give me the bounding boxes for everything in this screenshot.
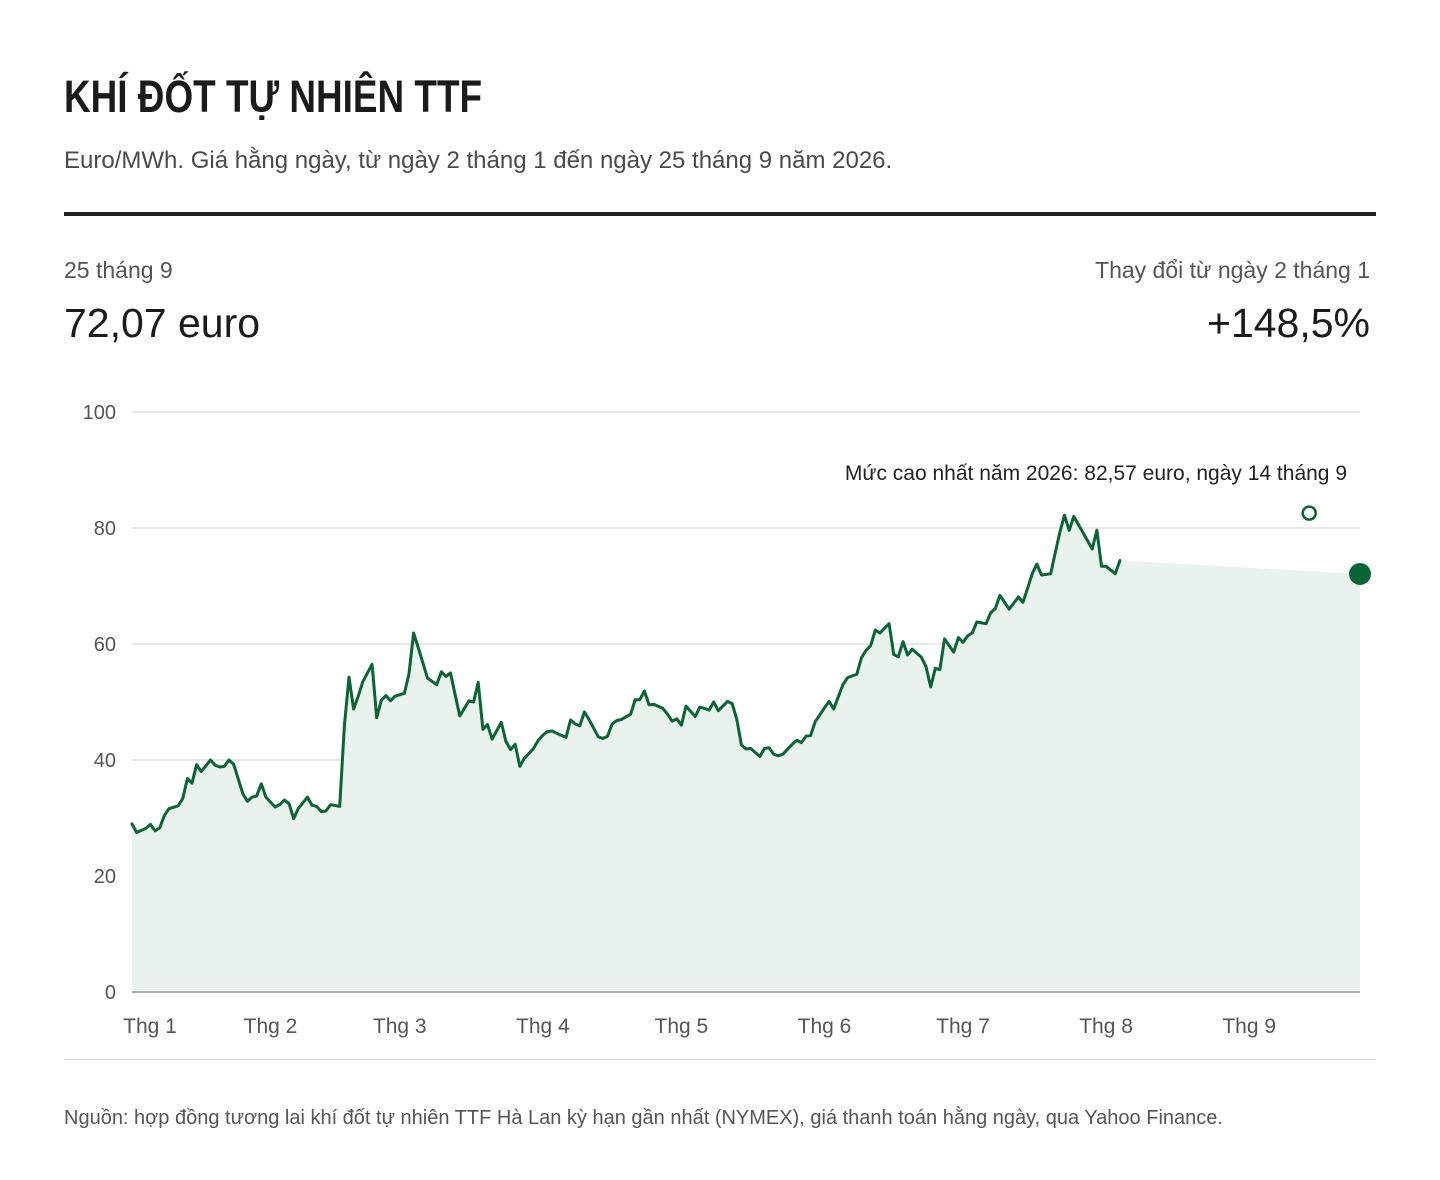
latest-point-marker [1349, 562, 1371, 585]
chart-subtitle: Euro/MWh. Giá hằng ngày, từ ngày 2 tháng… [64, 147, 893, 174]
x-tick-label: Thg 7 [936, 1015, 990, 1038]
latest-price-value: 72,07 euro [64, 300, 261, 346]
price-line [130, 513, 1122, 834]
footer-divider [64, 1059, 1376, 1060]
x-tick-label: Thg 6 [798, 1015, 852, 1038]
x-tick-label: Thg 1 [123, 1015, 177, 1038]
source-note: Nguồn: hợp đồng tương lai khí đốt tự nhi… [64, 1107, 1223, 1129]
latest-date-label: 25 tháng 9 [64, 257, 173, 283]
change-value: +148,5% [1207, 300, 1370, 346]
x-tick-label: Thg 5 [655, 1015, 709, 1038]
y-tick-label: 40 [94, 750, 116, 772]
x-tick-label: Thg 3 [373, 1015, 427, 1038]
peak-marker [1301, 505, 1317, 521]
y-tick-label: 80 [94, 518, 116, 540]
y-tick-label: 60 [94, 634, 116, 656]
price-area [132, 515, 1360, 992]
x-tick-label: Thg 2 [244, 1015, 298, 1038]
header-divider [64, 212, 1376, 216]
change-label: Thay đổi từ ngày 2 tháng 1 [1095, 257, 1370, 283]
chart-title: KHÍ ĐỐT TỰ NHIÊN TTF [64, 71, 483, 122]
x-tick-label: Thg 9 [1222, 1015, 1276, 1038]
y-tick-label: 0 [105, 982, 116, 1004]
y-tick-label: 20 [94, 866, 116, 888]
x-tick-label: Thg 8 [1079, 1015, 1133, 1038]
y-tick-label: 100 [83, 402, 116, 424]
x-tick-label: Thg 4 [516, 1015, 570, 1038]
peak-annotation: Mức cao nhất năm 2026: 82,57 euro, ngày … [845, 462, 1347, 485]
